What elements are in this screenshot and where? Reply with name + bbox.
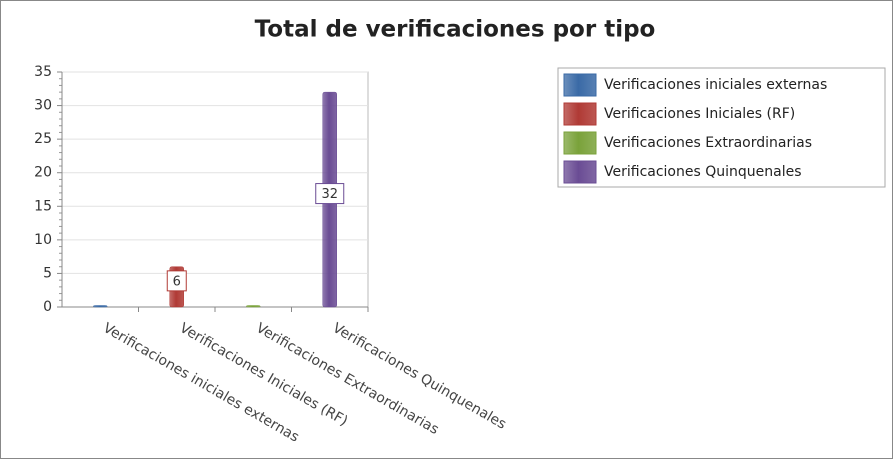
data-label: 6 (166, 270, 187, 292)
chart-title: Total de verificaciones por tipo (255, 17, 656, 43)
y-tick-label: 15 (34, 198, 52, 214)
legend-label: Verificaciones iniciales externas (604, 77, 827, 93)
y-tick-label: 25 (34, 131, 52, 147)
bar (246, 305, 261, 308)
y-tick-label: 5 (43, 265, 52, 281)
bar (93, 305, 108, 308)
y-tick-label: 0 (43, 299, 52, 315)
legend-swatch (563, 102, 597, 126)
y-tick-label: 10 (34, 232, 52, 248)
data-label-text: 32 (321, 187, 338, 202)
y-tick-label: 20 (34, 165, 52, 181)
data-label-text: 6 (173, 274, 181, 289)
legend-swatch (563, 160, 597, 184)
legend-box (557, 67, 886, 188)
y-tick-label: 35 (34, 64, 52, 80)
y-tick-label: 30 (34, 98, 52, 114)
legend-swatch (563, 131, 597, 155)
legend-label: Verificaciones Iniciales (RF) (604, 106, 795, 122)
data-label-box (166, 270, 187, 292)
data-label-box (315, 183, 345, 205)
data-label: 32 (315, 183, 345, 205)
legend-label: Verificaciones Extraordinarias (604, 135, 812, 151)
legend-swatch (563, 73, 597, 97)
legend-label: Verificaciones Quinquenales (604, 164, 802, 180)
